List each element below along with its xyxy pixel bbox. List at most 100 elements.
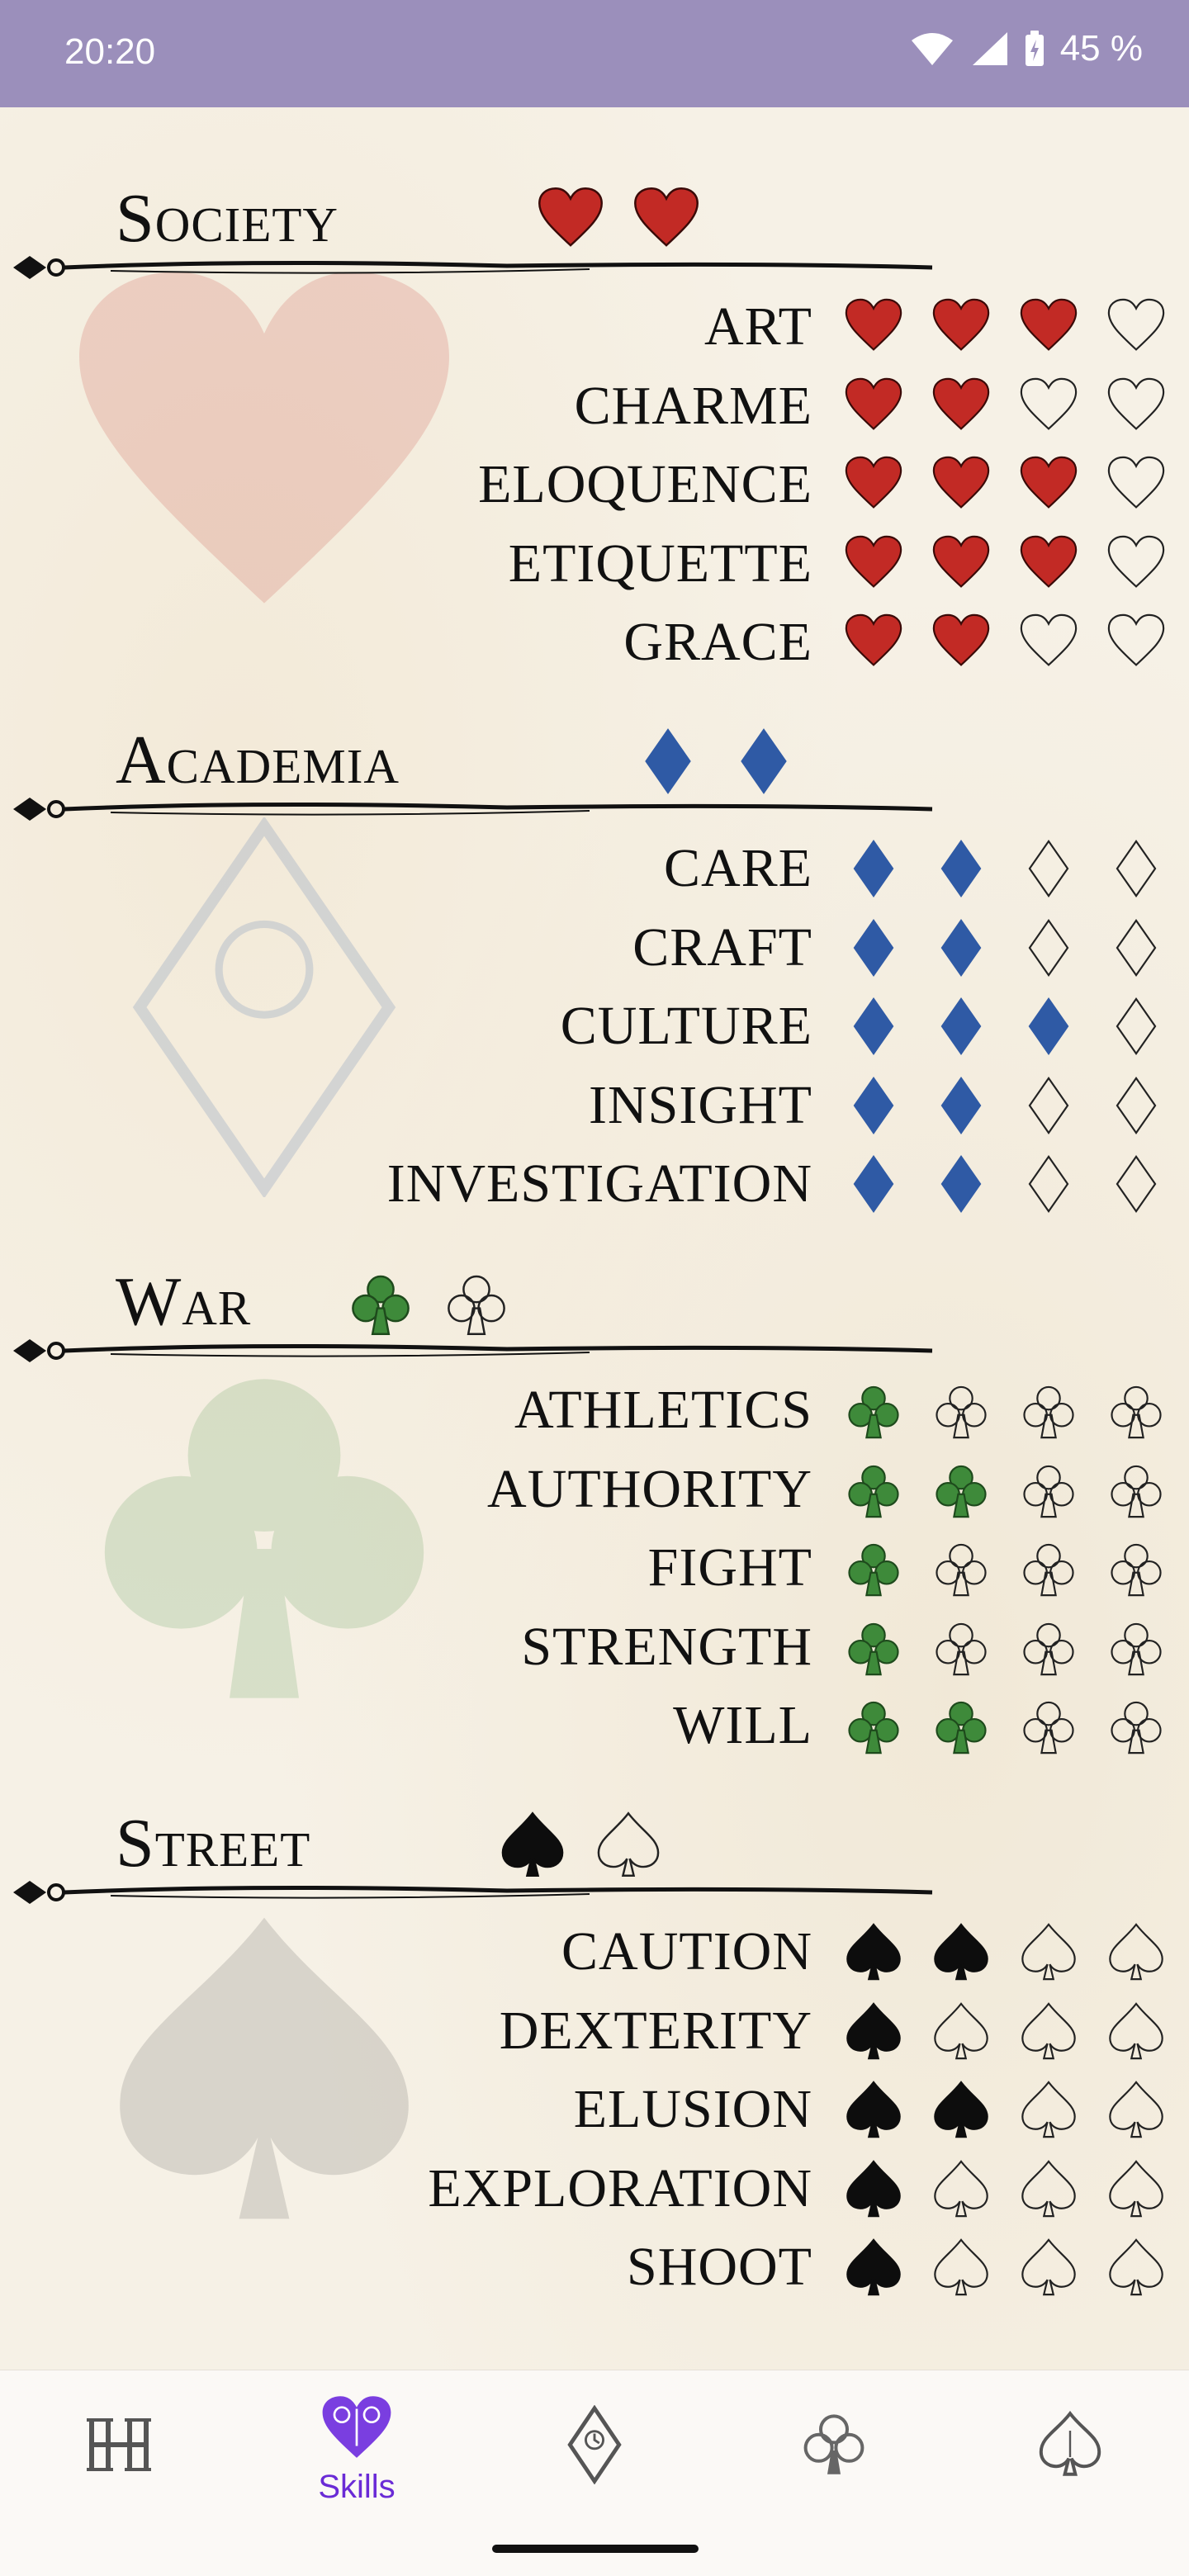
nav-item-skills[interactable]: Skills — [274, 2394, 439, 2506]
skill-pip[interactable] — [844, 609, 903, 675]
skill-pip[interactable] — [1019, 1535, 1078, 1601]
skill-pip[interactable] — [844, 1998, 903, 2064]
skill-pip[interactable] — [1106, 836, 1166, 902]
skill-pip[interactable] — [1106, 2076, 1166, 2143]
skill-pip[interactable] — [1019, 993, 1078, 1059]
nav-item-street[interactable] — [988, 2394, 1153, 2484]
skill-pip[interactable] — [931, 915, 991, 981]
skill-pip[interactable] — [1019, 1998, 1078, 2064]
skill-pip[interactable] — [931, 1693, 991, 1759]
skill-pip[interactable] — [1019, 915, 1078, 981]
skill-pip[interactable] — [931, 1919, 991, 1985]
nav-item-war[interactable] — [751, 2394, 917, 2484]
skill-row-insight[interactable]: INSIGHT — [0, 1068, 1189, 1147]
skill-pip[interactable] — [844, 1614, 903, 1680]
skill-pip[interactable] — [844, 2076, 903, 2143]
skill-pip[interactable] — [931, 836, 991, 902]
skill-pip[interactable] — [1019, 1919, 1078, 1985]
skill-pip[interactable] — [1106, 1614, 1166, 1680]
skill-pip[interactable] — [1106, 1998, 1166, 2064]
skill-pip[interactable] — [931, 294, 991, 360]
skill-pip[interactable] — [1106, 1693, 1166, 1759]
skill-row-strength[interactable]: STRENGTH — [0, 1609, 1189, 1688]
skill-pip[interactable] — [1106, 531, 1166, 597]
skill-row-culture[interactable]: CULTURE — [0, 988, 1189, 1068]
skill-pip[interactable] — [1106, 2234, 1166, 2300]
skill-pip[interactable] — [1019, 836, 1078, 902]
skill-row-exploration[interactable]: EXPLORATION — [0, 2151, 1189, 2230]
skill-pip[interactable] — [1106, 373, 1166, 439]
skill-pip[interactable] — [844, 2156, 903, 2222]
skill-pip[interactable] — [931, 2156, 991, 2222]
skill-pip[interactable] — [931, 2234, 991, 2300]
skill-row-shoot[interactable]: SHOOT — [0, 2229, 1189, 2308]
nav-item-overview[interactable] — [36, 2394, 201, 2482]
skill-row-investigation[interactable]: INVESTIGATION — [0, 1146, 1189, 1225]
skill-pip[interactable] — [931, 1377, 991, 1443]
skill-pip[interactable] — [844, 1377, 903, 1443]
nav-item-academia[interactable] — [512, 2394, 677, 2488]
skill-pip[interactable] — [1106, 609, 1166, 675]
skill-pip[interactable] — [931, 452, 991, 518]
skill-pip[interactable] — [844, 531, 903, 597]
skill-pip[interactable] — [931, 1998, 991, 2064]
skill-pip[interactable] — [931, 609, 991, 675]
skill-pip[interactable] — [931, 1614, 991, 1680]
skill-pip[interactable] — [931, 993, 991, 1059]
skill-row-dexterity[interactable]: DEXTERITY — [0, 1993, 1189, 2072]
skill-pip[interactable] — [931, 373, 991, 439]
skill-pip[interactable] — [931, 1073, 991, 1139]
skill-pip[interactable] — [931, 531, 991, 597]
skill-pip[interactable] — [844, 294, 903, 360]
skill-pip[interactable] — [844, 1693, 903, 1759]
skill-pip[interactable] — [844, 1919, 903, 1985]
skill-pip[interactable] — [931, 1456, 991, 1522]
skill-pip[interactable] — [1019, 294, 1078, 360]
skill-pip[interactable] — [1106, 1377, 1166, 1443]
skill-row-care[interactable]: CARE — [0, 831, 1189, 910]
skill-pip[interactable] — [1106, 2156, 1166, 2222]
skill-pip[interactable] — [844, 1151, 903, 1217]
skill-pip[interactable] — [1019, 1151, 1078, 1217]
skill-pip[interactable] — [1019, 1614, 1078, 1680]
skill-pip[interactable] — [844, 373, 903, 439]
skill-pip[interactable] — [844, 452, 903, 518]
skill-pip[interactable] — [931, 1535, 991, 1601]
skill-row-caution[interactable]: CAUTION — [0, 1914, 1189, 1993]
skill-pip[interactable] — [844, 1535, 903, 1601]
skill-pip[interactable] — [844, 915, 903, 981]
skill-pip[interactable] — [1019, 2156, 1078, 2222]
skill-row-art[interactable]: ART — [0, 289, 1189, 368]
skill-row-fight[interactable]: FIGHT — [0, 1530, 1189, 1609]
skill-pip[interactable] — [1019, 452, 1078, 518]
skill-pip[interactable] — [1019, 1073, 1078, 1139]
skill-row-elusion[interactable]: ELUSION — [0, 2072, 1189, 2151]
skill-pip[interactable] — [1019, 1456, 1078, 1522]
skill-pip[interactable] — [1019, 373, 1078, 439]
skill-pip[interactable] — [1019, 531, 1078, 597]
skill-pip[interactable] — [844, 2234, 903, 2300]
skill-row-eloquence[interactable]: ELOQUENCE — [0, 447, 1189, 526]
skill-pip[interactable] — [1106, 915, 1166, 981]
skill-row-etiquette[interactable]: ETIQUETTE — [0, 526, 1189, 605]
skill-pip[interactable] — [931, 1151, 991, 1217]
skill-pip[interactable] — [844, 1073, 903, 1139]
skill-pip[interactable] — [931, 2076, 991, 2143]
gesture-bar[interactable] — [492, 2545, 699, 2553]
skill-pip[interactable] — [1106, 1456, 1166, 1522]
skill-pip[interactable] — [1019, 2076, 1078, 2143]
skill-pip[interactable] — [1019, 1377, 1078, 1443]
skill-row-will[interactable]: WILL — [0, 1688, 1189, 1767]
skill-row-athletics[interactable]: ATHLETICS — [0, 1372, 1189, 1451]
skill-pip[interactable] — [1106, 452, 1166, 518]
skill-row-charme[interactable]: CHARME — [0, 368, 1189, 447]
skill-pip[interactable] — [1106, 1535, 1166, 1601]
skill-pip[interactable] — [1106, 993, 1166, 1059]
skill-pip[interactable] — [844, 993, 903, 1059]
skill-pip[interactable] — [1106, 294, 1166, 360]
skill-row-craft[interactable]: CRAFT — [0, 910, 1189, 989]
skill-pip[interactable] — [1106, 1919, 1166, 1985]
skill-pip[interactable] — [844, 836, 903, 902]
skill-pip[interactable] — [1019, 1693, 1078, 1759]
skill-pip[interactable] — [1106, 1073, 1166, 1139]
